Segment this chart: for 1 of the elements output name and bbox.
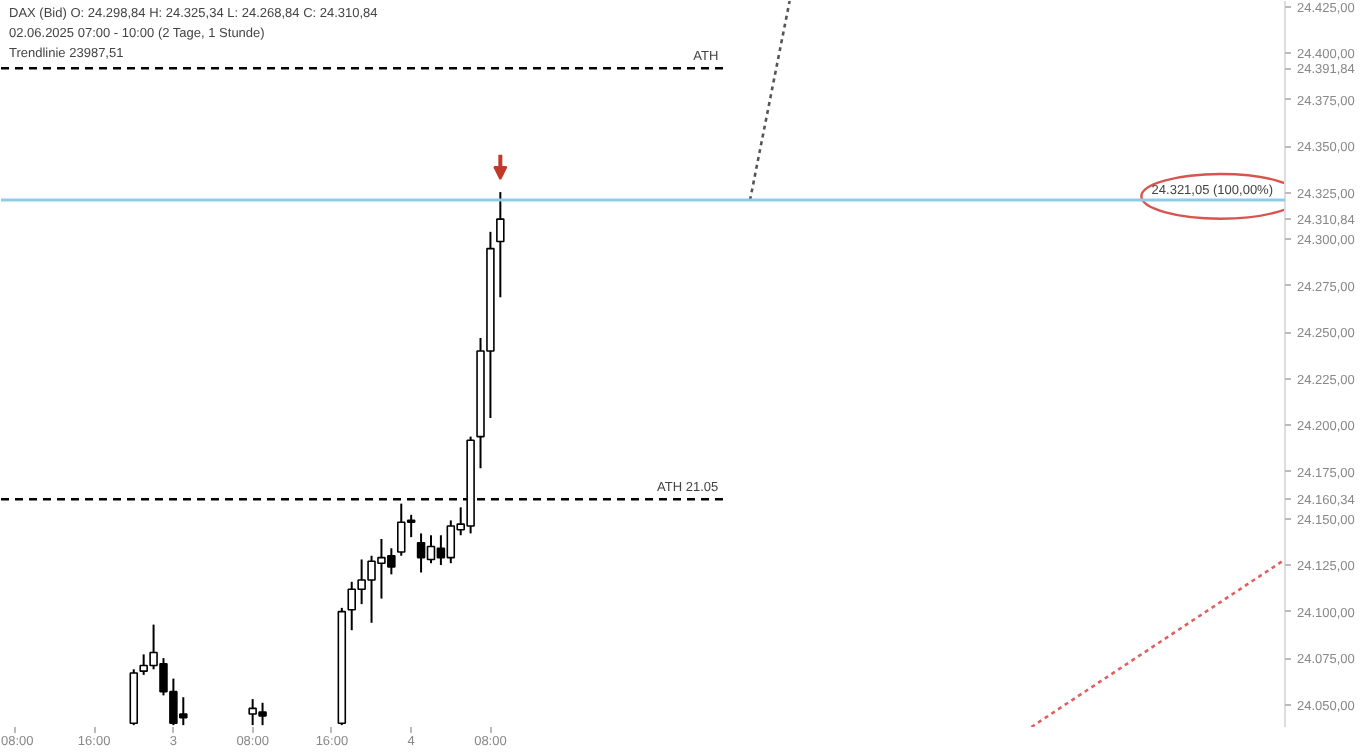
candlestick (496, 191, 505, 299)
